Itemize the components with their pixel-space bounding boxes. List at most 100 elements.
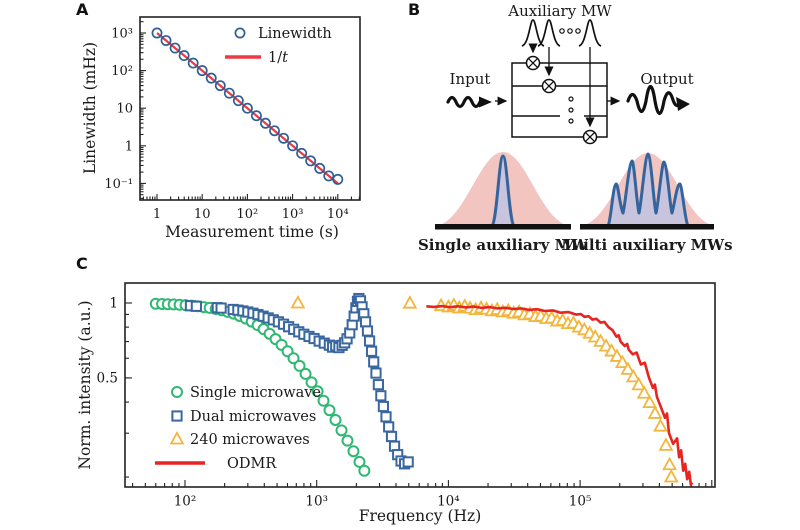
series-linewidth-marker (287, 140, 299, 152)
series-linewidth-marker (278, 132, 290, 144)
series-linewidth-marker (332, 173, 344, 185)
series-single-microwave-marker (323, 404, 336, 417)
y-tick-label: 1 (125, 139, 133, 154)
mixer-icon (582, 129, 598, 145)
series-linewidth-marker (223, 87, 235, 99)
modulator-box (511, 62, 608, 138)
series-linewidth-marker (196, 65, 208, 77)
series-linewidth-marker (205, 72, 217, 84)
legend-label: Linewidth (258, 26, 332, 42)
series-linewidth-marker (187, 57, 199, 69)
x-axis-label: Frequency (Hz) (359, 507, 482, 525)
y-tick-label: 10 (116, 102, 133, 117)
series-1-t (156, 32, 339, 185)
series-240-microwaves-marker (604, 343, 619, 357)
x-tick-label: 1 (153, 207, 161, 222)
series-single-microwave-marker (299, 367, 312, 380)
x-tick-label: 10³ (282, 207, 304, 222)
mixer-icon (541, 78, 557, 94)
series-240-microwaves-marker (653, 418, 668, 432)
series-linewidth-marker (178, 50, 190, 62)
y-axis-label: Norm. intensity (a.u.) (76, 300, 94, 469)
series-odmr (426, 304, 694, 487)
series-240-microwaves-marker (614, 354, 630, 369)
series-dual-microwaves-marker (365, 345, 378, 357)
legend-marker (169, 430, 185, 445)
series-dual-microwaves-marker (385, 430, 398, 443)
multi-mw-comb (606, 152, 690, 228)
series-single-microwave-marker (293, 359, 306, 372)
series-dual-microwaves-marker (359, 316, 372, 328)
x-tick-label: 10² (174, 494, 197, 510)
y-axis-label: Linewidth (mHz) (81, 42, 99, 174)
series-240-microwaves-marker (636, 385, 652, 399)
series-240-microwaves-marker (663, 468, 679, 483)
y-tick-label: 10⁻¹ (104, 177, 133, 192)
legend-marker (234, 27, 246, 39)
multi-mw-caption: Multi auxiliary MWs (561, 236, 732, 254)
series-240-microwaves-marker (620, 361, 636, 375)
x-tick-label: 10 (194, 207, 211, 222)
series-linewidth-marker (169, 42, 181, 54)
output-wave-arrowhead (676, 97, 690, 111)
legend-label: Dual microwaves (190, 409, 316, 425)
series-linewidth-marker (151, 27, 163, 39)
panel-b-diagram: Auxiliary MW Input (418, 2, 733, 254)
y-tick-label: 0.5 (97, 370, 118, 386)
series-linewidth-marker (160, 35, 172, 46)
x-tick-label: 10⁴ (437, 494, 460, 510)
series-dual-microwaves-marker (368, 356, 380, 368)
series-single-microwave-marker (305, 376, 318, 389)
series-dual-microwaves-marker (363, 335, 376, 347)
y-tick-label: 1 (109, 296, 118, 312)
series-linewidth-marker (250, 110, 262, 122)
series-single-microwave-marker (341, 434, 354, 447)
series-single-microwave-marker (335, 424, 348, 437)
series-240-microwaves-marker (402, 295, 418, 309)
series-single-microwave-marker (287, 352, 300, 365)
series-240-microwaves-marker (647, 405, 663, 419)
panel-a-label: A (76, 0, 89, 19)
input-label: Input (450, 70, 491, 88)
series-dual-microwaves-marker (402, 456, 414, 468)
baseline-bar (435, 224, 571, 230)
series-linewidth-marker (323, 170, 335, 182)
single-mw-caption: Single auxiliary MW (418, 236, 589, 254)
legend-marker (171, 386, 183, 398)
x-tick-label: 10⁴ (327, 207, 349, 222)
input-wave-arrowhead (479, 96, 492, 108)
series-240-microwaves-marker (625, 368, 641, 383)
series-single-microwave-marker (329, 413, 342, 426)
series-linewidth-marker (260, 117, 271, 129)
panel-c-chart: 10² 10³ 10⁴ 10⁵ 1 0.5 Frequency (Hz) Norm. inte… (76, 282, 716, 525)
x-axis-label: Measurement time (s) (165, 223, 339, 241)
auxiliary-mw-label: Auxiliary MW (507, 2, 612, 20)
x-tick-label: 10⁵ (569, 494, 592, 510)
mixer-icon (525, 55, 541, 71)
input-wave-icon (446, 95, 482, 109)
series-dual-microwaves-marker (361, 325, 374, 337)
series-dual-microwaves-marker (370, 367, 382, 379)
plot-frame (124, 282, 716, 488)
series-single-microwave-marker (347, 445, 360, 458)
series-single-microwave-marker (353, 455, 366, 468)
series-single-microwave-marker (358, 464, 371, 477)
y-tick-label: 10² (111, 64, 133, 79)
series-240-microwaves-marker (658, 437, 674, 451)
series-linewidth-marker (214, 80, 226, 92)
series-240-microwaves-marker (642, 394, 658, 408)
panel-a-chart: 1 10 10² 10³ 10⁴ 10³ 10² 10 1 10⁻¹ Measurement tim… (81, 16, 361, 241)
panel-b-label: B (408, 0, 421, 19)
series-dual-microwaves-marker (215, 302, 227, 314)
series-240-microwaves-marker (631, 376, 647, 391)
series-linewidth-marker (232, 95, 244, 107)
series-dual-microwaves-marker (190, 300, 202, 312)
series-linewidth-marker (241, 102, 253, 114)
y-tick-label: 10³ (111, 27, 133, 42)
output-label: Output (640, 70, 693, 88)
mw-pulse-icon (578, 19, 602, 47)
series-dual-microwaves-marker (380, 411, 392, 423)
legend-marker (171, 410, 183, 422)
vertical-ellipsis-icon (568, 96, 574, 124)
